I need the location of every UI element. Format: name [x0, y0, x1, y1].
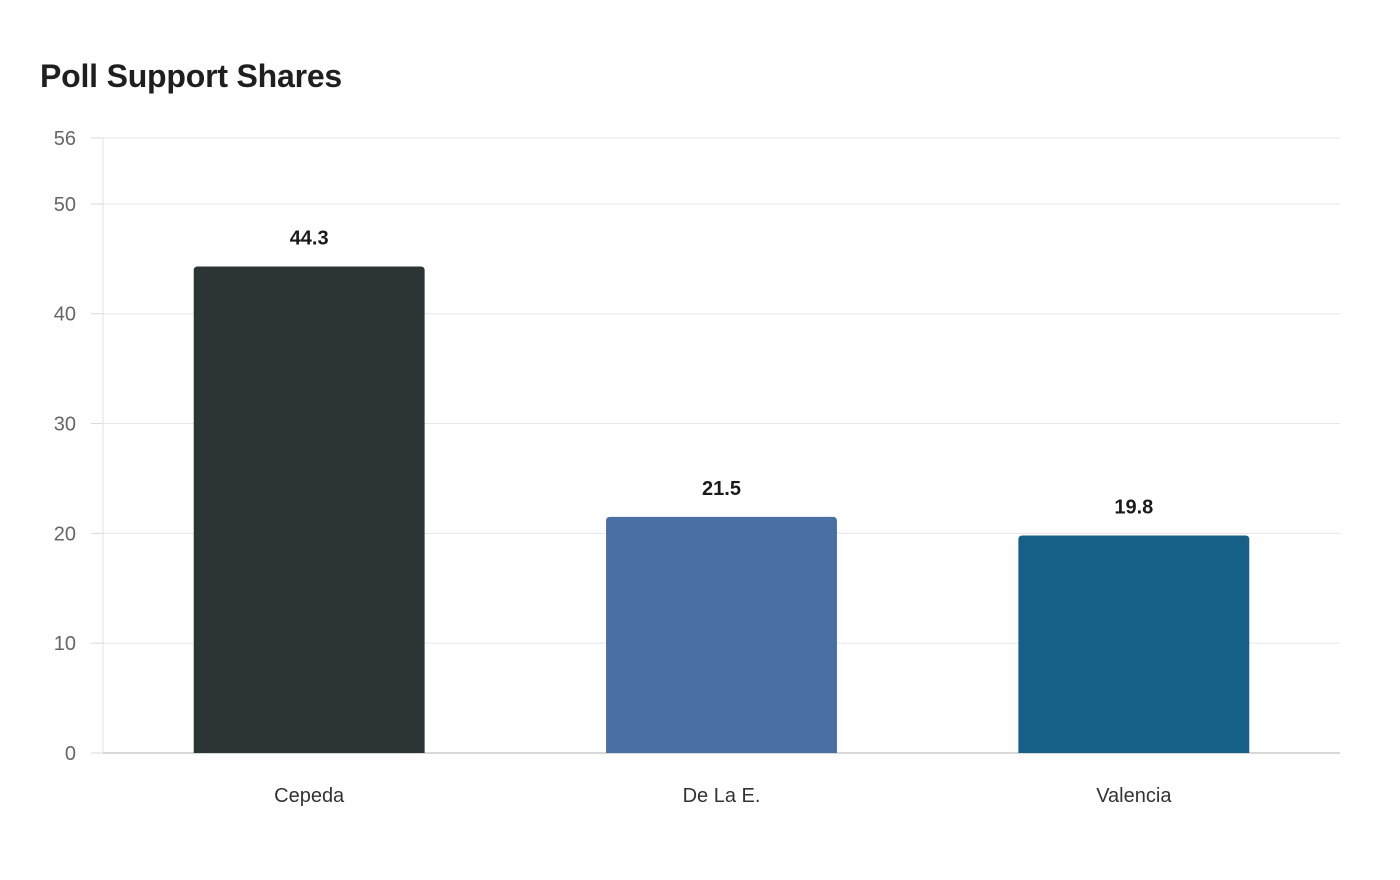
- value-label: 19.8: [1114, 497, 1153, 519]
- value-label: 21.5: [702, 478, 741, 500]
- y-tick-label: 56: [54, 128, 76, 150]
- y-tick-label: 0: [65, 743, 76, 765]
- x-category-label: De La E.: [683, 785, 761, 807]
- value-label: 44.3: [290, 227, 329, 249]
- bars: [193, 266, 1250, 753]
- y-tick-label: 30: [54, 414, 76, 436]
- chart-title: Poll Support Shares: [40, 58, 343, 94]
- y-tick-label: 20: [54, 523, 76, 545]
- bar-valencia: [1018, 535, 1250, 753]
- y-tick-label: 40: [54, 304, 76, 326]
- labels: 0 10 20 30 40 50 56 44.3 Cepeda 21.5 De La E. 19.8 V…: [54, 128, 1173, 807]
- bar-de-la-e: [606, 516, 837, 753]
- y-tick-label: 50: [54, 194, 76, 216]
- y-tick-label: 10: [54, 633, 76, 655]
- x-category-label: Valencia: [1096, 785, 1172, 807]
- bar-cepeda: [193, 266, 425, 753]
- x-category-label: Cepeda: [274, 785, 345, 807]
